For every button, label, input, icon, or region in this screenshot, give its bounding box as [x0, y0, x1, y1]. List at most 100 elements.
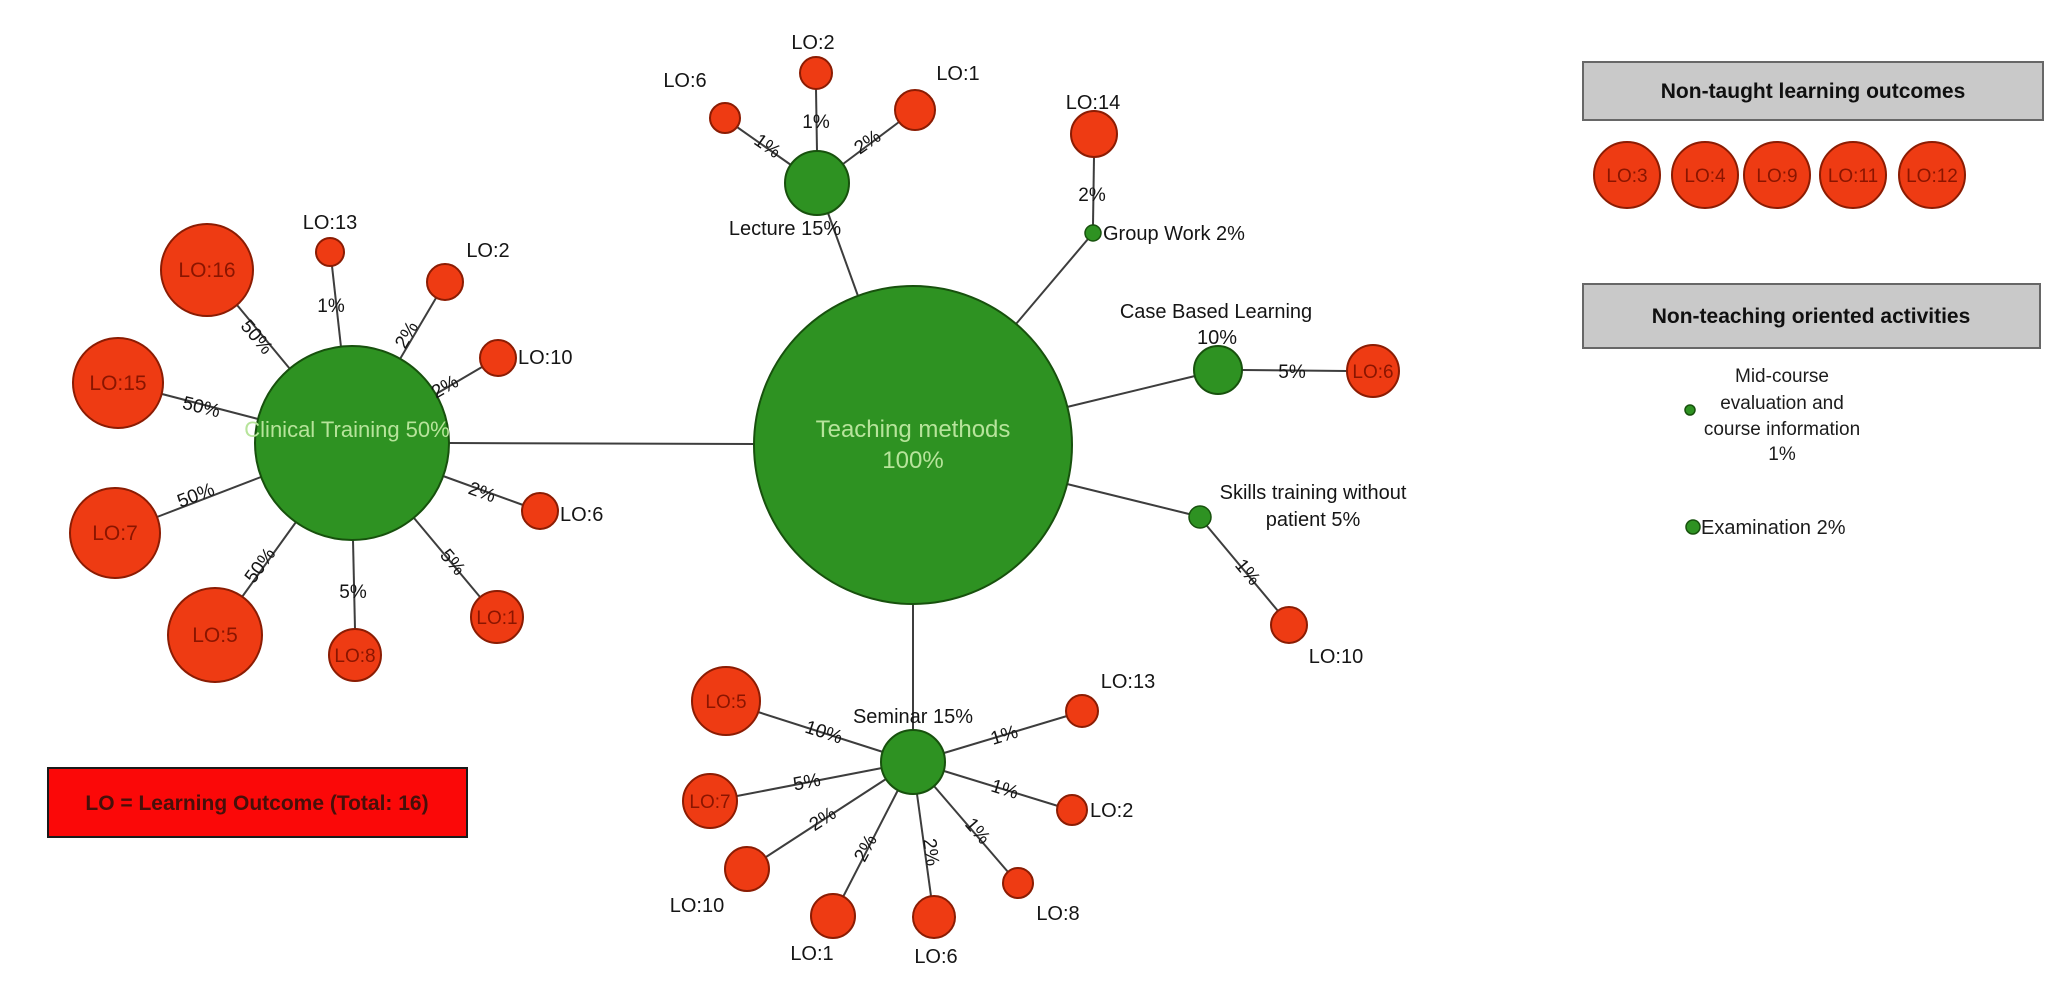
midcourse-dot	[1684, 404, 1696, 416]
pct-clinical-2: 2%	[391, 318, 423, 352]
pct-seminar-2: 1%	[988, 776, 1021, 804]
lo-node-seminar-2	[1056, 794, 1088, 826]
node-seminar	[880, 729, 946, 795]
pct-seminar-10: 2%	[806, 803, 841, 836]
midcourse-line-2: evaluation and	[1720, 393, 1844, 414]
edge-clinical-lo6	[442, 475, 524, 506]
pct-seminar-5: 10%	[802, 717, 845, 749]
lo-node-lecture-1	[894, 89, 936, 131]
non-teaching-header-title: Non-teaching oriented activities	[1652, 305, 1971, 328]
lo-label-seminar-13: LO:13	[1101, 671, 1155, 693]
pct-cbl-6: 5%	[1278, 362, 1306, 383]
root-label-line2: 100%	[882, 447, 943, 474]
examination-label: Examination 2%	[1701, 517, 1846, 539]
lo-label-clinical-10: LO:10	[518, 347, 572, 369]
lo-label-seminar-10: LO:10	[670, 895, 724, 917]
edge-root-groupwork	[1015, 238, 1089, 325]
lo-node-seminar-7	[682, 773, 738, 829]
lo-node-seminar-6	[912, 895, 956, 939]
pct-groupwork-14: 2%	[1078, 185, 1106, 206]
edge-lecture-lo6	[736, 126, 792, 166]
edge-seminar-lo1	[842, 789, 899, 898]
edge-clinical-lo2	[399, 297, 437, 360]
method-nodes	[254, 150, 1243, 795]
seminar-label: Seminar 15%	[853, 706, 973, 728]
edge-clinical-lo16	[236, 304, 291, 370]
pct-clinical-13: 1%	[317, 296, 345, 317]
lo-label-seminar-6: LO:6	[914, 946, 957, 968]
edge-skills-lo10	[1206, 525, 1279, 612]
lo-label-clinical-8: LO:8	[334, 646, 375, 667]
lo-node-lecture-6	[709, 102, 741, 134]
edge-clinical-lo1	[413, 517, 481, 598]
node-group-work	[1084, 224, 1102, 242]
lo-node-clinical-15	[72, 337, 164, 429]
lo-label-clinical-2: LO:2	[466, 240, 509, 262]
midcourse-line-4: 1%	[1768, 444, 1796, 465]
lo-label-seminar-5: LO:5	[705, 692, 746, 713]
lo-node-clinical-13	[315, 237, 345, 267]
legend: LO = Learning Outcome (Total: 16)	[47, 767, 468, 838]
lo-node-seminar-5	[691, 666, 761, 736]
panel-non-teaching: Non-teaching oriented activities Mid-cou…	[1582, 283, 2041, 539]
lo-node-cbl-6	[1346, 344, 1400, 398]
edge-root-cbl	[1066, 375, 1196, 408]
node-labels: Teaching methods 100% Clinical Training …	[244, 218, 1407, 728]
pct-seminar-8: 1%	[960, 814, 994, 849]
edge-clinical-lo15	[161, 393, 259, 420]
lo-node-clinical-2	[426, 263, 464, 301]
edge-root-skills	[1066, 483, 1190, 515]
lo-label-lecture-6: LO:6	[663, 70, 706, 92]
lecture-label: Lecture 15%	[729, 218, 842, 240]
node-case-based-learning	[1193, 345, 1243, 395]
lo-label-clinical-13: LO:13	[303, 212, 357, 234]
lo-label-seminar-1: LO:1	[790, 943, 833, 965]
lo-labels-inside: LO:16 LO:15 LO:7 LO:5 LO:8 LO:1 LO:6 LO:…	[89, 259, 1393, 813]
lo-node-nontaught-9	[1743, 141, 1811, 209]
pct-seminar-7: 5%	[791, 770, 822, 796]
non-taught-header-title: Non-taught learning outcomes	[1661, 80, 1966, 103]
pct-seminar-1: 2%	[850, 831, 881, 865]
lo-label-lecture-2: LO:2	[791, 32, 834, 54]
lo-label-nontaught-3: LO:3	[1606, 166, 1647, 187]
lo-node-clinical-5	[167, 587, 263, 683]
lo-node-clinical-10	[479, 339, 517, 377]
lo-node-seminar-8	[1002, 867, 1034, 899]
edge-seminar-lo5	[757, 711, 884, 753]
pct-clinical-16: 50%	[236, 316, 277, 359]
lo-label-groupwork-14: LO:14	[1066, 92, 1120, 114]
lo-label-seminar-2: LO:2	[1090, 800, 1133, 822]
edge-seminar-lo7	[736, 767, 883, 797]
midcourse-line-3: course information	[1704, 419, 1860, 440]
pct-lecture-6: 1%	[750, 130, 785, 163]
lo-label-clinical-7: LO:7	[92, 522, 138, 545]
pct-lecture-2: 1%	[802, 112, 830, 133]
lo-label-clinical-1: LO:1	[476, 608, 517, 629]
edge-clinical-lo5	[241, 521, 297, 598]
lo-label-clinical-5: LO:5	[192, 624, 238, 647]
legend-label: LO = Learning Outcome (Total: 16)	[85, 792, 428, 815]
edge-clinical-lo10	[435, 366, 483, 395]
panel-non-taught: Non-taught learning outcomes LO:3 LO:4 L…	[1582, 61, 2044, 209]
lo-label-lecture-1: LO:1	[936, 63, 979, 85]
edge-seminar-lo10	[765, 778, 887, 858]
lo-label-cbl-6: LO:6	[1352, 362, 1393, 383]
examination-dot	[1685, 519, 1701, 535]
cbl-label: Case Based Learning	[1120, 301, 1312, 323]
edge-root-lecture	[827, 212, 859, 297]
lo-node-seminar-10	[724, 846, 770, 892]
pct-clinical-8: 5%	[339, 582, 367, 603]
edge-clinical-lo13	[331, 265, 342, 348]
lo-node-nontaught-3	[1593, 141, 1661, 209]
lo-node-clinical-16	[160, 223, 254, 317]
lo-label-clinical-16: LO:16	[178, 259, 235, 282]
lo-node-nontaught-11	[1819, 141, 1887, 209]
lo-node-nontaught-12	[1898, 141, 1966, 209]
lo-node-clinical-6	[521, 492, 559, 530]
cbl-pct-label: 10%	[1197, 327, 1237, 349]
edge-root-clinical	[448, 442, 755, 445]
lo-label-nontaught-9: LO:9	[1756, 166, 1797, 187]
lo-node-groupwork-14	[1070, 110, 1118, 158]
pct-clinical-15: 50%	[180, 393, 222, 423]
pct-clinical-6: 2%	[465, 478, 498, 507]
